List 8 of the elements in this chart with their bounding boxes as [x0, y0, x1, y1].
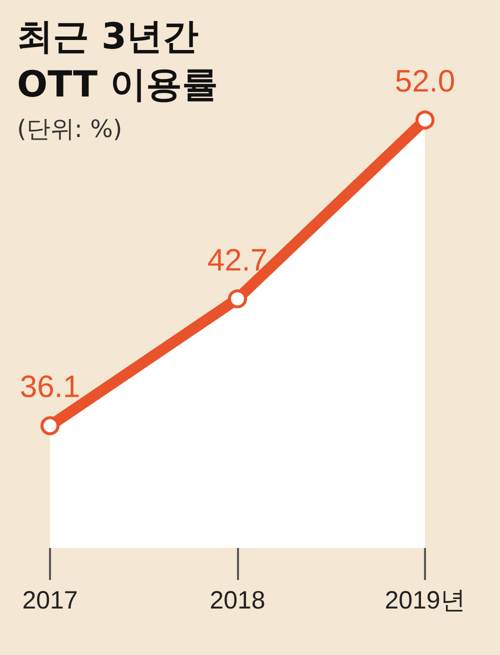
x-tick-label: 2018 — [210, 586, 266, 614]
data-label: 42.7 — [207, 242, 268, 278]
x-tick-label: 2017 — [22, 586, 78, 614]
chart-title: 최근 3년간 OTT 이용률 — [17, 16, 218, 106]
data-label: 36.1 — [20, 369, 80, 404]
chart-subtitle: (단위: %) — [17, 115, 122, 143]
data-label: 52.0 — [394, 64, 456, 98]
x-tick-label: 2019년 — [384, 586, 466, 614]
